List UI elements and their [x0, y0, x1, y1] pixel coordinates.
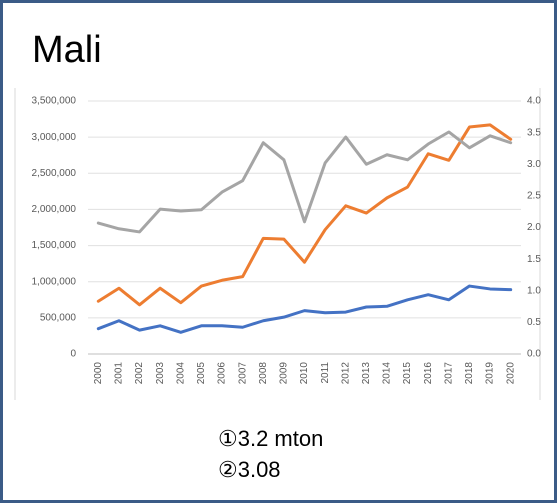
- chart-title: Mali: [32, 29, 102, 71]
- x-tick-label: 2000: [93, 362, 104, 385]
- y2-tick-label: 0.0: [527, 349, 541, 360]
- x-tick-label: 2017: [443, 362, 454, 385]
- x-tick-label: 2019: [485, 362, 496, 385]
- y-tick-label: 3,000,000: [32, 132, 77, 143]
- y-tick-label: 2,000,000: [32, 204, 77, 215]
- x-tick-label: 2006: [217, 362, 228, 385]
- y2-tick-label: 1.5: [527, 254, 541, 265]
- annotation: ②3.08: [218, 457, 281, 482]
- x-tick-label: 2004: [175, 362, 186, 385]
- x-tick-label: 2016: [423, 362, 434, 385]
- x-tick-label: 2012: [340, 362, 351, 385]
- y2-tick-label: 4.0: [527, 96, 541, 107]
- y2-tick-label: 3.0: [527, 159, 541, 170]
- y2-tick-label: 0.5: [527, 317, 541, 328]
- x-tick-label: 2011: [320, 362, 331, 384]
- y-tick-label: 1,500,000: [32, 240, 77, 251]
- x-tick-label: 2020: [505, 362, 516, 385]
- x-tick-label: 2005: [196, 362, 207, 385]
- x-tick-label: 2013: [361, 362, 372, 385]
- x-tick-label: 2003: [155, 362, 166, 385]
- y2-tick-label: 2.5: [527, 191, 541, 202]
- x-tick-label: 2014: [382, 362, 393, 385]
- y-tick-label: 500,000: [40, 312, 77, 323]
- x-tick-label: 2007: [237, 362, 248, 385]
- x-tick-label: 2002: [134, 362, 145, 385]
- series-line: [96, 130, 513, 234]
- y-tick-label: 2,500,000: [32, 168, 77, 179]
- y-tick-label: 1,000,000: [32, 276, 77, 287]
- x-tick-label: 2010: [299, 362, 310, 385]
- x-tick-label: 2015: [402, 362, 413, 385]
- y2-tick-label: 3.5: [527, 127, 541, 138]
- y2-tick-label: 1.0: [527, 285, 541, 296]
- series-line: [96, 123, 513, 307]
- annotation: ①3.2 mton: [218, 426, 323, 451]
- y-tick-label: 0: [70, 349, 76, 360]
- y2-tick-label: 2.0: [527, 222, 541, 233]
- x-tick-label: 2009: [279, 362, 290, 385]
- series-line: [96, 284, 513, 334]
- x-tick-label: 2008: [258, 362, 269, 385]
- x-tick-label: 2018: [464, 362, 475, 385]
- x-tick-label: 2001: [114, 362, 125, 385]
- y-tick-label: 3,500,000: [32, 96, 77, 107]
